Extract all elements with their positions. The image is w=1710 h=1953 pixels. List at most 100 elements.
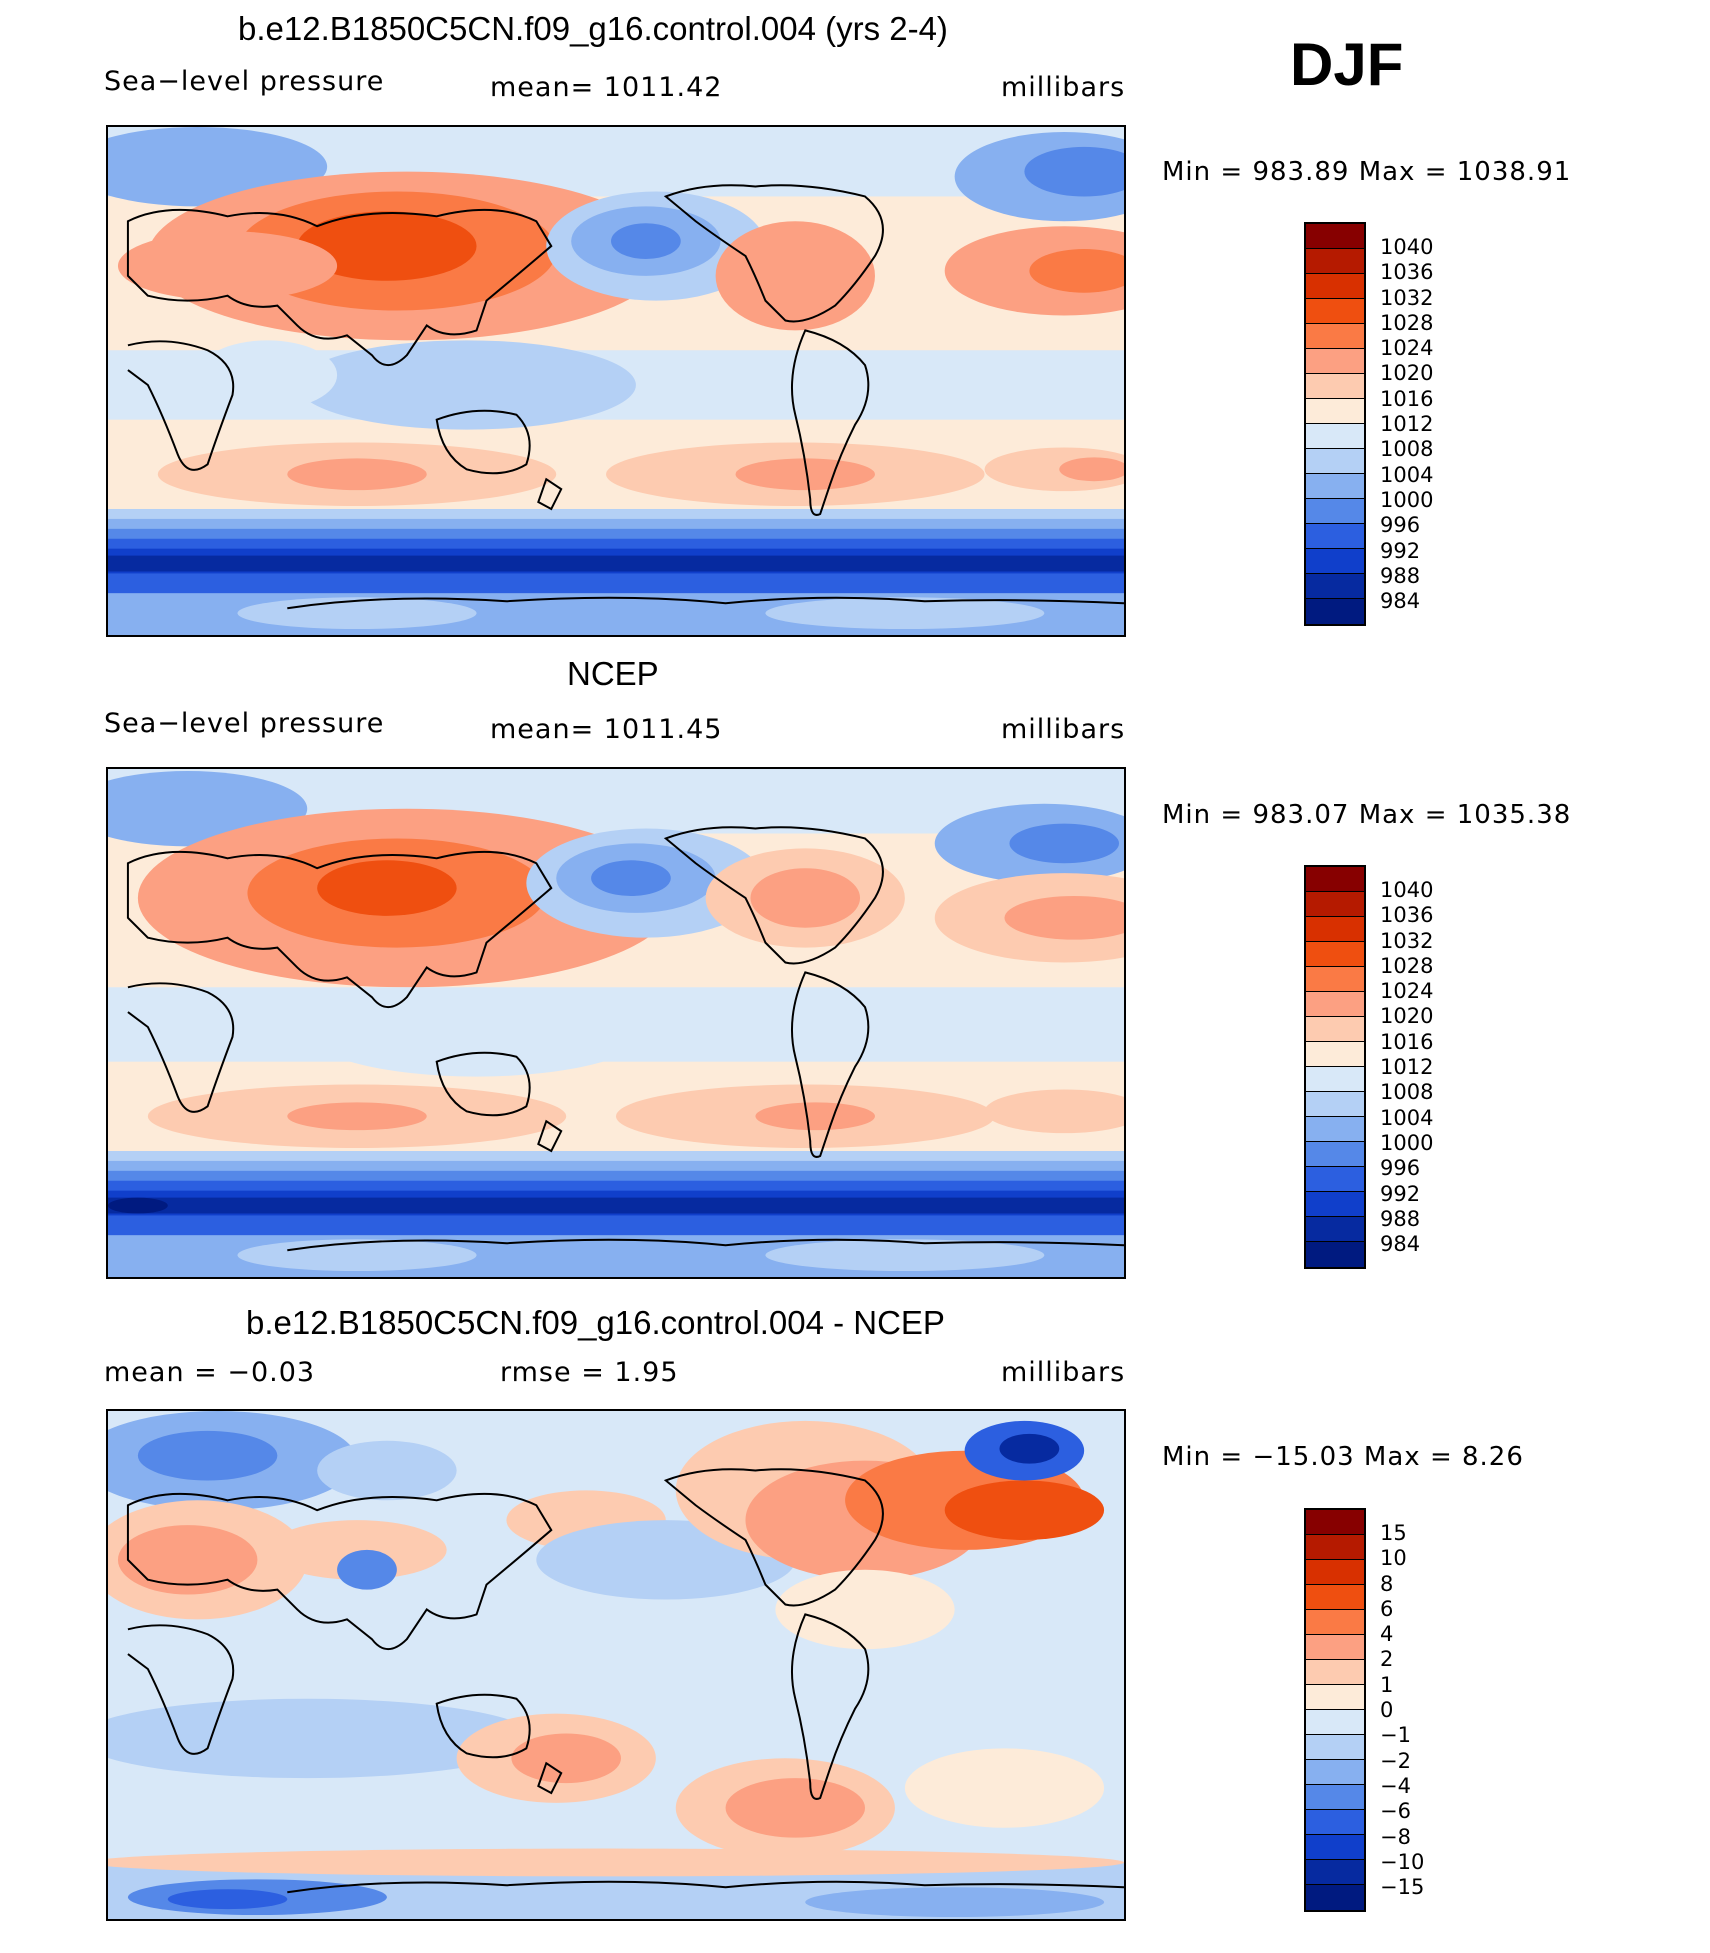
panel3-colorbar-swatch bbox=[1306, 1710, 1364, 1735]
panel3-colorbar-swatch bbox=[1306, 1635, 1364, 1660]
panel1-colorbar-swatch bbox=[1306, 574, 1364, 599]
panel2-colorbar-label: 1036 bbox=[1380, 903, 1434, 928]
panel3-colorbar-label: 0 bbox=[1380, 1698, 1394, 1723]
panel3-colorbar-label: 2 bbox=[1380, 1647, 1394, 1672]
panel1-units-label: millibars bbox=[1001, 72, 1126, 103]
panel3-colorbar-swatch bbox=[1306, 1585, 1364, 1610]
panel3-colorbar-label: −4 bbox=[1380, 1773, 1411, 1798]
panel3-colorbar-swatch bbox=[1306, 1560, 1364, 1585]
panel1-colorbar-swatch bbox=[1306, 474, 1364, 499]
panel1-colorbar-swatch bbox=[1306, 324, 1364, 349]
panel3-colorbar-label: −15 bbox=[1380, 1875, 1425, 1900]
panel2-colorbar-label: 1020 bbox=[1380, 1004, 1434, 1029]
panel1-mean-label: mean= 1011.42 bbox=[490, 72, 723, 103]
panel3-colorbar-label: −10 bbox=[1380, 1849, 1425, 1874]
panel2-colorbar-label: 1032 bbox=[1380, 928, 1434, 953]
panel2-variable-label: Sea−level pressure bbox=[104, 708, 385, 739]
panel1-colorbar-swatch bbox=[1306, 549, 1364, 574]
panel2-colorbar-label: 1028 bbox=[1380, 953, 1434, 978]
panel3-colorbar-swatch bbox=[1306, 1510, 1364, 1535]
panel3-colorbar-swatch bbox=[1306, 1810, 1364, 1835]
panel1-colorbar-swatch bbox=[1306, 449, 1364, 474]
panel2-colorbar-swatch bbox=[1306, 942, 1364, 967]
panel1-colorbar-label: 996 bbox=[1380, 513, 1421, 538]
panel1-colorbar-label: 1008 bbox=[1380, 437, 1434, 462]
panel1-colorbar bbox=[1304, 222, 1366, 626]
panel1-minmax: Min = 983.89 Max = 1038.91 bbox=[1162, 157, 1572, 187]
panel2-mean-label: mean= 1011.45 bbox=[490, 714, 723, 745]
panel2-colorbar-swatch bbox=[1306, 867, 1364, 892]
panel2-colorbar-swatch bbox=[1306, 917, 1364, 942]
panel2-colorbar-label: 1000 bbox=[1380, 1130, 1434, 1155]
panel2-colorbar-swatch bbox=[1306, 1067, 1364, 1092]
panel2-minmax: Min = 983.07 Max = 1035.38 bbox=[1162, 800, 1572, 830]
panel3-colorbar-label: 1 bbox=[1380, 1672, 1394, 1697]
panel1-colorbar-swatch bbox=[1306, 249, 1364, 274]
panel2-colorbar-swatch bbox=[1306, 967, 1364, 992]
panel1-variable-label: Sea−level pressure bbox=[104, 66, 385, 97]
panel3-colorbar-label: −1 bbox=[1380, 1723, 1411, 1748]
panel3-colorbar-label: 8 bbox=[1380, 1571, 1394, 1596]
panel3-map bbox=[106, 1409, 1126, 1921]
panel2-colorbar-label: 1004 bbox=[1380, 1105, 1434, 1130]
panel3-colorbar-label: 15 bbox=[1380, 1521, 1407, 1545]
panel3-colorbar-swatch bbox=[1306, 1785, 1364, 1810]
panel2-title: NCEP bbox=[567, 655, 659, 692]
panel2-colorbar-label: 984 bbox=[1380, 1232, 1421, 1257]
panel2-colorbar-swatch bbox=[1306, 992, 1364, 1017]
panel3-colorbar-label: 4 bbox=[1380, 1622, 1394, 1647]
panel3-colorbar-label: −6 bbox=[1380, 1799, 1411, 1824]
panel3-colorbar-label: 10 bbox=[1380, 1546, 1407, 1571]
panel1-colorbar-swatch bbox=[1306, 349, 1364, 374]
panel2-colorbar-label: 1024 bbox=[1380, 979, 1434, 1004]
panel2-colorbar-label: 1008 bbox=[1380, 1080, 1434, 1105]
panel1-map-svg bbox=[108, 127, 1124, 635]
panel3-colorbar-swatch bbox=[1306, 1835, 1364, 1860]
panel1-colorbar-swatch bbox=[1306, 424, 1364, 449]
panel3-colorbar-label: 6 bbox=[1380, 1596, 1394, 1621]
panel1-colorbar-label: 1000 bbox=[1380, 487, 1434, 512]
panel2-colorbar-labels: 1040 1036 1032 1028 1024 1020 1016 1012 1008 1004… bbox=[1380, 878, 1433, 1257]
panel3-colorbar-label: −2 bbox=[1380, 1748, 1411, 1773]
panel3-minmax: Min = −15.03 Max = 8.26 bbox=[1162, 1442, 1524, 1472]
panel1-colorbar-label: 1032 bbox=[1380, 285, 1434, 310]
panel1-colorbar-swatch bbox=[1306, 299, 1364, 324]
panel1-colorbar-label: 1016 bbox=[1380, 386, 1434, 411]
panel2-colorbar-swatch bbox=[1306, 1217, 1364, 1242]
panel2-colorbar bbox=[1304, 865, 1366, 1269]
panel1-map bbox=[106, 125, 1126, 637]
panel2-units-label: millibars bbox=[1001, 714, 1126, 745]
panel3-colorbar-swatch bbox=[1306, 1760, 1364, 1785]
panel3-colorbar-label: −8 bbox=[1380, 1824, 1411, 1849]
panel2-colorbar-swatch bbox=[1306, 1192, 1364, 1217]
panel1-colorbar-swatch bbox=[1306, 274, 1364, 299]
panel2-colorbar-swatch bbox=[1306, 1242, 1364, 1267]
panel3-colorbar-labels: 15 10 8 6 4 2 1 0 −1 −2 −4 −6 −8 −10 −15 bbox=[1380, 1521, 1424, 1900]
panel1-colorbar-swatch bbox=[1306, 499, 1364, 524]
panel2-colorbar-label: 988 bbox=[1380, 1206, 1421, 1231]
panel1-colorbar-swatch bbox=[1306, 374, 1364, 399]
panel1-colorbar-label: 1020 bbox=[1380, 361, 1434, 386]
panel3-map-svg bbox=[108, 1411, 1124, 1919]
panel1-colorbar-label: 984 bbox=[1380, 589, 1421, 614]
panel3-rmse-label: rmse = 1.95 bbox=[500, 1357, 679, 1388]
panel2-map-svg bbox=[108, 769, 1124, 1277]
panel1-colorbar-label: 1036 bbox=[1380, 260, 1434, 285]
panel3-colorbar-swatch bbox=[1306, 1735, 1364, 1760]
panel1-colorbar-swatch bbox=[1306, 224, 1364, 249]
panel1-colorbar-labels: 1040 1036 1032 1028 1024 1020 1016 1012 1008 1004… bbox=[1380, 235, 1433, 614]
panel3-colorbar-swatch bbox=[1306, 1860, 1364, 1885]
panel2-colorbar-label: 996 bbox=[1380, 1156, 1421, 1181]
panel1-colorbar-swatch bbox=[1306, 399, 1364, 424]
panel1-colorbar-label: 1040 bbox=[1380, 235, 1434, 259]
panel2-colorbar-swatch bbox=[1306, 1017, 1364, 1042]
panel3-colorbar-swatch bbox=[1306, 1535, 1364, 1560]
panel2-colorbar-label: 1012 bbox=[1380, 1055, 1434, 1080]
panel3-colorbar-swatch bbox=[1306, 1610, 1364, 1635]
panel1-colorbar-swatch bbox=[1306, 524, 1364, 549]
panel3-colorbar-swatch bbox=[1306, 1885, 1364, 1910]
panel2-colorbar-swatch bbox=[1306, 1092, 1364, 1117]
panel2-colorbar-label: 1040 bbox=[1380, 878, 1434, 902]
panel3-units-label: millibars bbox=[1001, 1357, 1126, 1388]
panel1-colorbar-label: 1024 bbox=[1380, 336, 1434, 361]
